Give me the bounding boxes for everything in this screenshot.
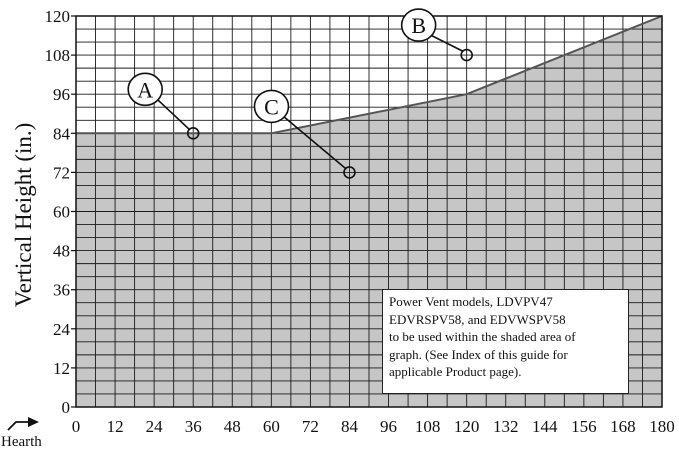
hearth-arrow-icon: [7, 421, 28, 431]
x-tick-label: 132: [493, 417, 519, 436]
note-box: Power Vent models, LDVPV47 EDVRSPV58, an…: [382, 289, 629, 394]
x-tick-label: 144: [532, 417, 558, 436]
x-tick-label: 84: [341, 417, 359, 436]
hearth-marker: Hearth: [1, 417, 42, 450]
x-tick-label: 0: [72, 417, 81, 436]
callout-label: A: [137, 77, 153, 102]
x-tick-label: 24: [146, 417, 164, 436]
y-tick-label: 60: [53, 203, 70, 222]
y-tick-label: 84: [53, 124, 71, 143]
y-tick-label: 48: [53, 242, 70, 261]
callout-label: C: [264, 94, 279, 119]
x-tick-label: 180: [649, 417, 675, 436]
x-tick-label: 168: [610, 417, 636, 436]
x-tick-label: 36: [185, 417, 202, 436]
y-tick-label: 108: [45, 46, 71, 65]
shaded-area-boundary-line: [76, 15, 663, 135]
hearth-label: Hearth: [1, 434, 42, 450]
hearth-arrowhead-icon: [28, 417, 39, 427]
x-tick-label: 72: [302, 417, 319, 436]
x-axis-ticks: 0 12 24 36 48 60 72 84 96 108 120 132 144 156 168 180: [72, 417, 675, 436]
note-line: graph. (See Index of this guide for: [389, 346, 568, 362]
y-tick-label: 36: [53, 281, 70, 300]
x-tick-label: 12: [107, 417, 124, 436]
y-axis-label: Vertical Height (in.): [11, 123, 36, 308]
callouts: A B C: [127, 8, 473, 179]
x-tick-label: 156: [571, 417, 597, 436]
x-tick-label: 60: [263, 417, 280, 436]
callout-label: B: [411, 13, 426, 38]
note-line: to be used within the shaded area of: [389, 329, 576, 344]
note-line: EDVRSPV58, and EDVWSPV58: [389, 311, 566, 327]
x-tick-label: 108: [415, 417, 441, 436]
x-tick-label: 96: [380, 417, 397, 436]
callout-point-marker: [343, 166, 356, 179]
callout-leader-line: [282, 115, 346, 170]
callout-leader-line: [156, 98, 190, 130]
callout-point-marker: [186, 127, 200, 140]
x-tick-label: 48: [224, 417, 241, 436]
y-tick-label: 96: [53, 85, 70, 104]
y-tick-label: 24: [53, 320, 71, 339]
y-tick-label: 0: [62, 398, 71, 417]
y-tick-label: 12: [53, 359, 70, 378]
y-tick-label: 72: [53, 163, 70, 182]
callout-bubble: [253, 89, 290, 124]
y-tick-label: 120: [45, 7, 71, 26]
note-line: Power Vent models, LDVPV47: [389, 294, 553, 309]
callout-leader-line: [430, 34, 464, 52]
y-axis-ticks: 0 12 24 36 48 60 72 84 96 108 120: [45, 7, 76, 417]
callout-point-marker: [460, 48, 473, 62]
callout-bubble: [400, 8, 437, 42]
callout-bubble: [127, 72, 163, 107]
note-line: applicable Product page).: [389, 364, 522, 379]
x-tick-label: 120: [454, 417, 480, 436]
